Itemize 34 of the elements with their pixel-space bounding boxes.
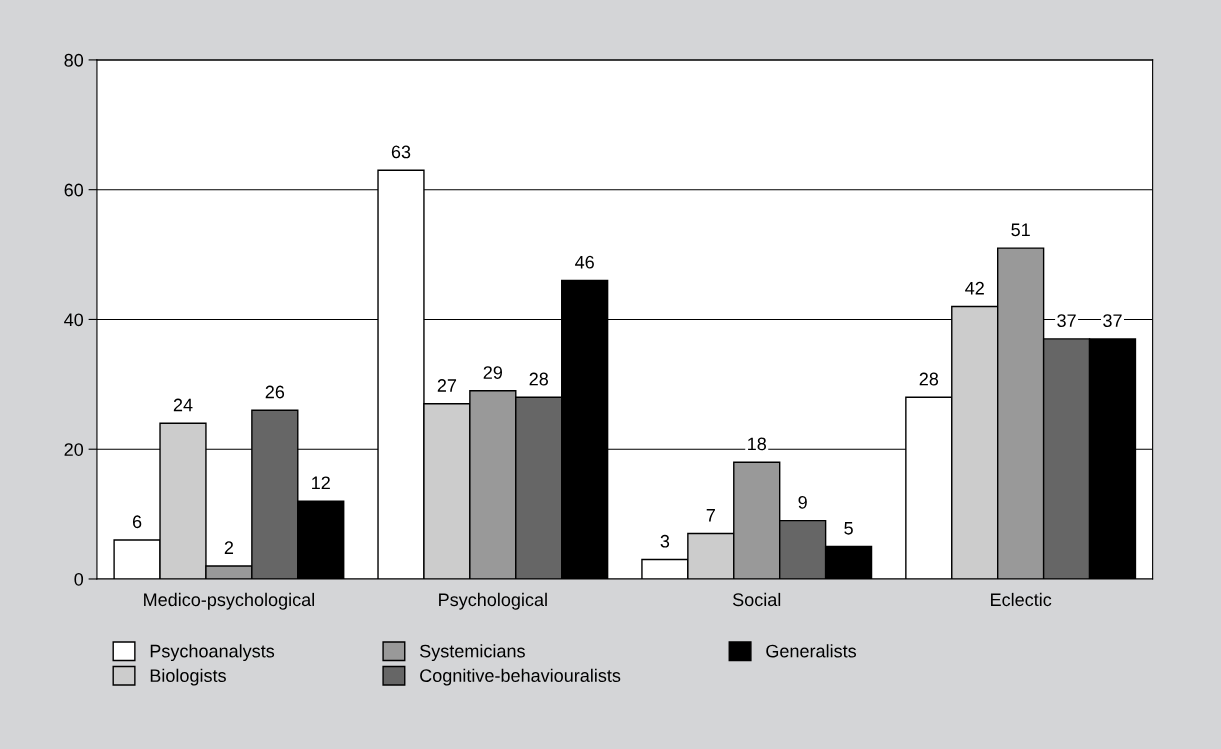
data-label: 2 — [224, 541, 234, 554]
legend-label: Systemicians — [420, 644, 525, 662]
y-tick-label: 0 — [74, 572, 84, 586]
y-tick-label: 40 — [64, 313, 84, 327]
data-label: 37 — [1057, 314, 1076, 328]
data-label: 27 — [437, 379, 457, 392]
data-label: 37 — [1103, 314, 1122, 328]
data-label: 24 — [173, 398, 193, 412]
legend-label: Cognitive-behaviouralists — [420, 668, 621, 686]
data-label: 51 — [1011, 223, 1030, 237]
data-label: 28 — [919, 372, 939, 386]
data-label: 18 — [748, 437, 766, 451]
data-label: 63 — [391, 145, 411, 159]
data-label: 9 — [798, 495, 807, 509]
data-label: 7 — [706, 509, 715, 522]
data-label: 6 — [132, 515, 142, 529]
legend-label: Psychoanalysts — [150, 644, 275, 662]
data-label: 12 — [312, 476, 330, 490]
x-tick-label: Social — [732, 592, 781, 607]
x-tick-label: Eclectic — [991, 592, 1052, 607]
data-label: 3 — [660, 534, 670, 548]
data-label: 29 — [483, 366, 503, 379]
legend-label: Biologists — [150, 668, 226, 686]
y-tick-label: 80 — [64, 53, 84, 67]
legend-label: Generalists — [766, 644, 857, 658]
data-label: 42 — [965, 281, 984, 295]
x-tick-label: Psychological — [439, 592, 547, 610]
data-label: 5 — [844, 522, 853, 535]
y-tick-label: 60 — [64, 183, 84, 197]
data-label: 46 — [575, 255, 594, 269]
data-label: 28 — [529, 372, 549, 386]
y-tick-label: 20 — [64, 443, 84, 456]
x-tick-label: Medico-psychological — [144, 592, 315, 610]
data-label: 26 — [265, 385, 285, 399]
